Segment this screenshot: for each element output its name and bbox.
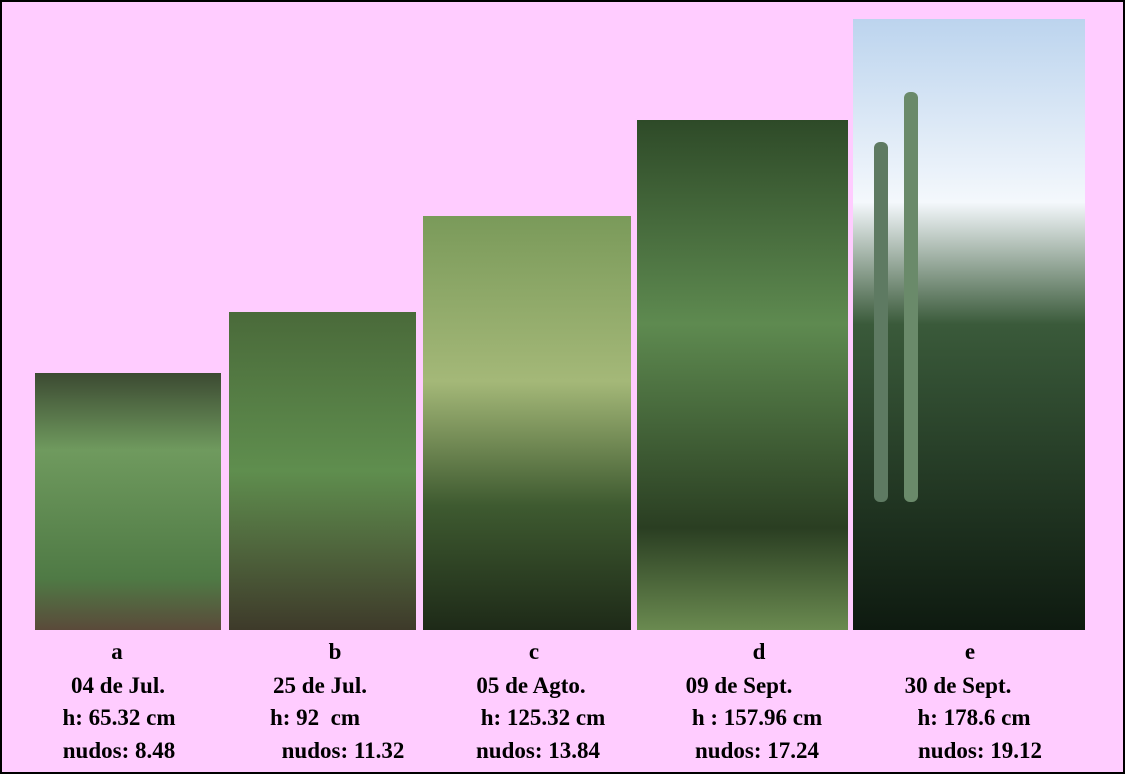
nodes: nudos: 8.48 [62, 738, 176, 763]
height: h : 157.96 cm [691, 705, 823, 730]
height: h: 125.32 cm [480, 705, 606, 730]
panel-label: d [752, 639, 766, 664]
date: 30 de Sept. [904, 673, 1012, 698]
height: h: 178.6 cm [917, 705, 1031, 730]
nodes: nudos: 11.32 [281, 738, 405, 763]
height: h: 92 cm [269, 705, 361, 730]
nodes: nudos: 19.12 [918, 738, 1042, 763]
date: 25 de Jul. [273, 673, 367, 698]
panel-label: b [328, 639, 342, 664]
panel-label: c [528, 639, 540, 664]
nodes: nudos: 13.84 [476, 738, 600, 763]
date: 09 de Sept. [685, 673, 793, 698]
nodes: nudos: 17.24 [695, 738, 819, 763]
panel-label: a [111, 639, 123, 664]
panel-label: e [964, 639, 976, 664]
date: 05 de Agto. [476, 673, 586, 698]
height: h: 65.32 cm [62, 705, 176, 730]
date: 04 de Jul. [71, 673, 165, 698]
